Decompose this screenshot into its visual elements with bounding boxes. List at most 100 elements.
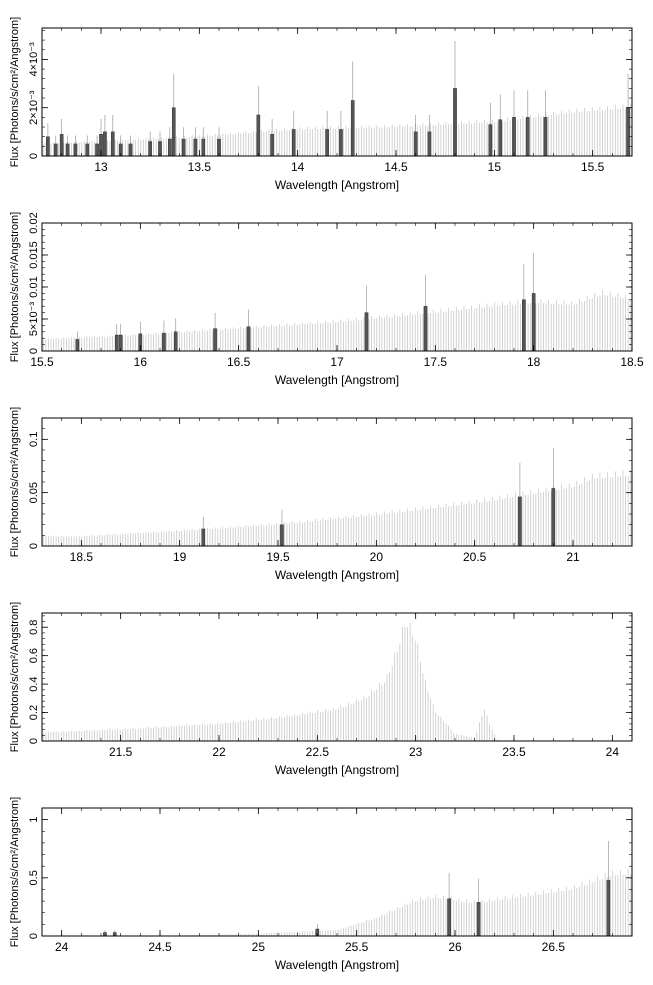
y-axis: 00.51 (28, 807, 632, 939)
y-axis: 0 5×10⁻³ 0.01 0.015 0.02 (28, 212, 632, 354)
line-bar (476, 902, 481, 937)
line-bar (246, 326, 251, 352)
x-tick-label: 18 (527, 355, 541, 369)
line-bar (201, 528, 206, 547)
x-tick-label: 18.5 (70, 550, 94, 564)
line-bar (103, 932, 107, 937)
spectrum-panel-1: 13 13.5 14 14.5 15 15.5 0 2×10⁻³ 4×10⁻³ Wavelengt… (0, 10, 653, 200)
x-axis-label: Wavelength [Angstrom] (275, 763, 399, 777)
line-bar (162, 332, 166, 352)
y-tick-label: 0.1 (28, 432, 40, 447)
line-bar (103, 131, 107, 157)
line-bar (213, 328, 217, 352)
line-bar (364, 312, 369, 352)
line-bar (114, 334, 119, 352)
line-bar (488, 124, 493, 157)
y-tick-label: 0 (28, 933, 40, 939)
line-bar (95, 143, 99, 157)
line-bar (85, 143, 90, 157)
data-lines (46, 41, 630, 157)
x-axis: 24 24.5 25 25.5 26 26.5 (41, 808, 633, 954)
line-bar (148, 141, 152, 157)
y-tick-label: 5×10⁻³ (28, 302, 40, 337)
y-tick-label: 0 (28, 738, 40, 744)
y-tick-label: 0.01 (28, 276, 40, 297)
line-bar (110, 131, 115, 157)
line-bar (350, 100, 355, 157)
y-tick-label: 0.2 (28, 705, 40, 720)
x-tick-label: 14 (291, 160, 305, 174)
spectrum-chart-2: 15.5 16 16.5 17 17.5 18 18.5 0 5×10⁻³ 0.01 0.015 0.… (9, 212, 644, 387)
x-tick-label: 13 (94, 160, 108, 174)
line-bar (518, 496, 522, 547)
x-tick-label: 23.5 (502, 745, 526, 759)
line-bar (291, 129, 296, 157)
line-bar (171, 107, 176, 157)
y-axis-label: Flux [Photons/s/cm²/Angstrom] (9, 602, 21, 752)
line-bar (280, 524, 284, 547)
line-bar (256, 114, 261, 157)
spectrum-panel-5: 24 24.5 25 25.5 26 26.5 0 0.5 1 Wavelength [Angst… (0, 790, 653, 980)
line-bar (168, 138, 172, 157)
x-tick-label: 24.5 (148, 940, 172, 954)
line-bar (270, 134, 274, 157)
spectrum-panel-3: 18.5 19 19.5 20 20.5 21 0 0.05 0.1 Wavelength [An… (0, 400, 653, 590)
x-tick-label: 15.5 (581, 160, 605, 174)
x-axis: 21.5 22 22.5 23 23.5 24 (41, 613, 633, 759)
line-bar (498, 119, 503, 157)
line-bar (173, 331, 178, 352)
line-bar (65, 143, 70, 157)
x-tick-label: 24 (606, 745, 620, 759)
spectrum-panel-4: 21.5 22 22.5 23 23.5 24 0 0.2 0.4 0.6 0.8 Wavelengt… (0, 595, 653, 785)
x-tick-label: 16 (134, 355, 148, 369)
x-tick-label: 16.5 (227, 355, 251, 369)
data-lines (103, 841, 611, 937)
data-lines (75, 253, 536, 352)
x-tick-label: 15 (488, 160, 502, 174)
x-tick-label: 20 (370, 550, 384, 564)
x-axis-label: Wavelength [Angstrom] (275, 958, 399, 972)
line-bar (413, 131, 418, 157)
y-axis-label: Flux [Photons/s/cm²/Angstrom] (9, 797, 21, 947)
y-tick-label: 0 (28, 543, 40, 549)
line-bar (128, 143, 133, 157)
x-axis: 15.5 16 16.5 17 17.5 18 18.5 (30, 223, 644, 369)
line-bar (512, 117, 516, 157)
line-bar (75, 339, 80, 352)
x-axis-label: Wavelength [Angstrom] (275, 373, 399, 387)
x-tick-label: 25.5 (345, 940, 369, 954)
y-tick-label: 0.6 (28, 648, 40, 663)
x-tick-label: 21 (566, 550, 580, 564)
spectrum-chart-3: 18.5 19 19.5 20 20.5 21 0 0.05 0.1 Wavelength [An… (9, 407, 633, 582)
x-tick-label: 14.5 (384, 160, 408, 174)
line-bar (112, 932, 117, 937)
y-axis-label: Flux [Photons/s/cm²/Angstrom] (9, 17, 21, 167)
x-tick-label: 18.5 (620, 355, 644, 369)
x-tick-label: 17.5 (424, 355, 448, 369)
line-bar (543, 117, 548, 157)
y-tick-label: 0.05 (28, 482, 40, 503)
x-tick-label: 15.5 (30, 355, 54, 369)
y-tick-label: 4×10⁻³ (28, 42, 40, 77)
line-bar (325, 129, 329, 157)
y-tick-label: 0 (28, 153, 40, 159)
y-axis: 0 0.2 0.4 0.6 0.8 (28, 615, 632, 744)
x-axis-label: Wavelength [Angstrom] (275, 568, 399, 582)
line-bar (626, 107, 630, 157)
y-tick-label: 0 (28, 348, 40, 354)
x-tick-label: 22 (212, 745, 226, 759)
x-axis: 18.5 19 19.5 20 20.5 21 (41, 418, 633, 564)
y-tick-label: 0.5 (28, 870, 40, 885)
x-tick-label: 25 (252, 940, 266, 954)
line-bar (181, 138, 186, 157)
x-tick-label: 20.5 (463, 550, 487, 564)
line-bar (522, 299, 526, 352)
x-tick-label: 23 (409, 745, 423, 759)
x-tick-label: 21.5 (109, 745, 133, 759)
model-continuum (42, 470, 632, 546)
model-continuum (42, 290, 632, 351)
y-axis-label: Flux [Photons/s/cm²/Angstrom] (9, 407, 21, 557)
line-bar (525, 117, 530, 157)
